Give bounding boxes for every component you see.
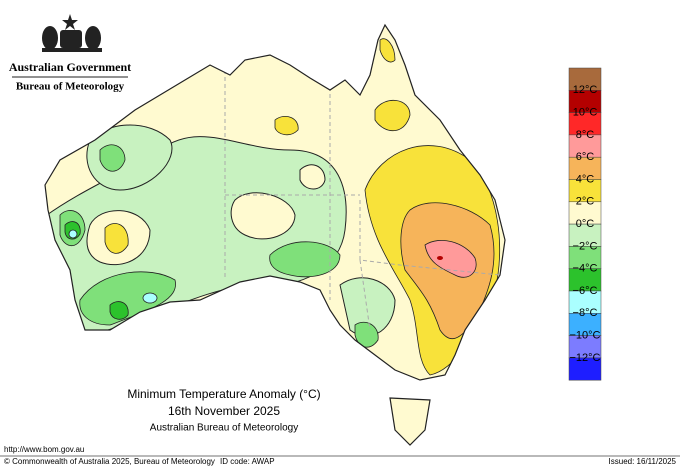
legend-label: 4°C (576, 173, 595, 185)
map-date: 16th November 2025 (168, 404, 280, 418)
legend-label: −4°C (573, 263, 598, 275)
bureau-name: Bureau of Meteorology (16, 81, 125, 93)
footer-id-code: ID code: AWAP (220, 457, 275, 466)
legend-label: −12°C (569, 352, 600, 364)
footer-copyright: © Commonwealth of Australia 2025, Bureau… (4, 457, 215, 466)
government-name: Australian Government (9, 60, 131, 74)
map-source: Australian Bureau of Meteorology (150, 423, 298, 434)
legend-label: −8°C (573, 307, 598, 319)
legend-label: 2°C (576, 196, 595, 208)
legend-label: 12°C (573, 84, 598, 96)
legend-label: −10°C (569, 330, 600, 342)
legend: 12°C 10°C 8°C 6°C 4°C 2°C 0°C −2°C −4°C −6°C −8°C −… (568, 67, 602, 381)
footer-issued: Issued: 16/11/2025 (609, 457, 677, 466)
coat-of-arms (42, 14, 102, 52)
map-title: Minimum Temperature Anomaly (°C) (127, 387, 320, 401)
legend-label: −2°C (573, 240, 598, 252)
legend-swatch (568, 357, 602, 381)
footer-url[interactable]: http://www.bom.gov.au (4, 445, 84, 454)
legend-label: −6°C (573, 285, 598, 297)
legend-label: 10°C (573, 107, 598, 119)
legend-label: 8°C (576, 129, 595, 141)
legend-label: 6°C (576, 151, 595, 163)
legend-label: 0°C (576, 218, 595, 230)
hotspot (437, 256, 443, 260)
